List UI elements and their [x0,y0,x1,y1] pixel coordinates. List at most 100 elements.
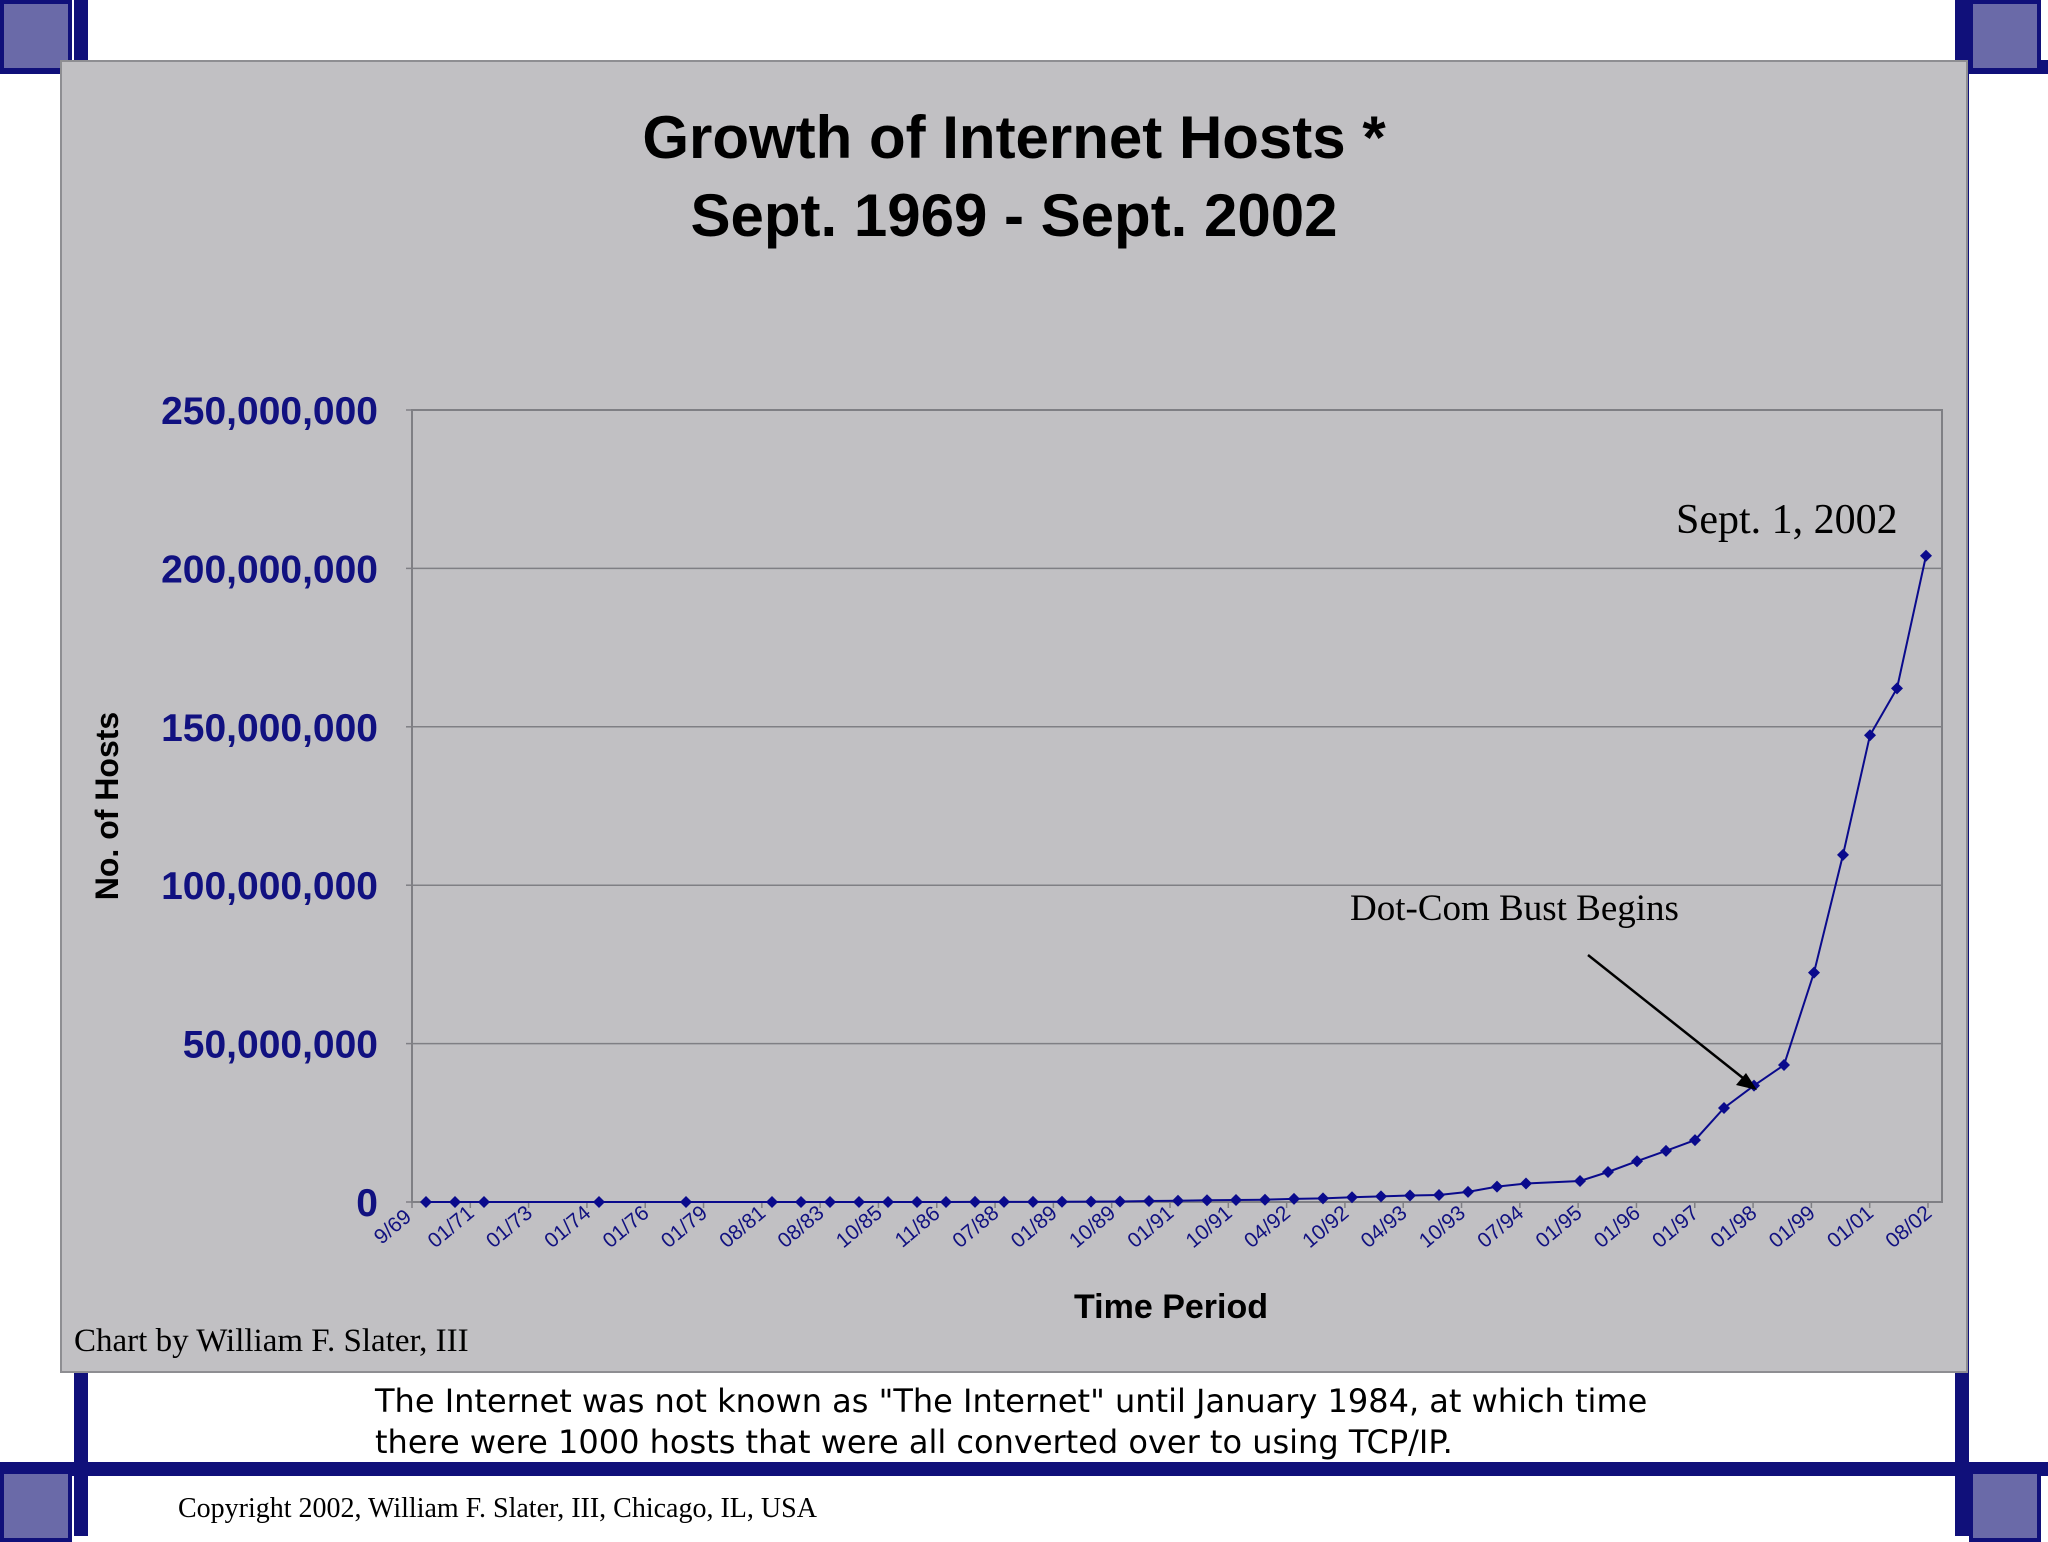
x-tick-label: 04/92 [1240,1201,1295,1252]
x-tick-label: 07/94 [1473,1201,1528,1253]
chart-svg: Growth of Internet Hosts * Sept. 1969 - … [89,104,1943,1326]
data-point [795,1195,807,1208]
chart-panel [60,60,1968,1373]
data-point [1433,1188,1445,1201]
data-point [1027,1195,1039,1208]
data-point [1660,1144,1672,1157]
data-point [449,1196,461,1208]
x-tick-label: 01/96 [1590,1201,1645,1252]
annotation-dot-com-bust: Dot-Com Bust Begins [1350,888,1679,929]
data-point [1631,1155,1643,1168]
data-point [1114,1195,1126,1208]
y-tick-label: 50,000,000 [183,1024,378,1067]
x-tick-label: 10/85 [832,1201,887,1252]
x-tick-label: 01/89 [1007,1201,1062,1252]
x-tick-label: 04/93 [1357,1201,1412,1252]
x-tick-label: 07/88 [948,1201,1003,1252]
x-tick-label: 11/86 [891,1202,945,1252]
footnote: The Internet was not known as "The Inter… [375,1381,1675,1463]
y-tick-label: 100,000,000 [161,865,378,908]
corner-square-bottom-right [1969,1470,2041,1542]
annotation-arrow-line [1587,954,1749,1083]
annotation-sept-2002: Sept. 1, 2002 [1676,497,1898,543]
x-tick-label: 01/01 [1823,1201,1878,1252]
x-tick-label: 10/91 [1182,1201,1237,1252]
data-point [478,1195,490,1208]
copyright: Copyright 2002, William F. Slater, III, … [178,1493,817,1524]
data-point [853,1195,865,1208]
data-point [1808,966,1820,979]
data-point [998,1195,1010,1208]
data-point [1288,1192,1300,1205]
x-tick-label: 01/91 [1123,1201,1178,1252]
x-tick-label: 01/74 [540,1201,595,1253]
data-point [882,1195,894,1208]
chart-subtitle: Sept. 1969 - Sept. 2002 [691,182,1338,249]
y-axis-label: No. of Hosts [89,712,125,900]
y-tick-label: 150,000,000 [161,707,378,750]
x-tick-label: 01/71 [424,1201,479,1252]
y-tick-label: 250,000,000 [161,390,378,433]
data-point [1718,1102,1730,1115]
data-point [1864,729,1876,742]
x-tick-labels: 9/69 01/71 01/73 01/74 01/76 01/79 08/81 08/83 1… [370,1201,1937,1253]
x-tick-label: 10/92 [1298,1201,1353,1252]
data-point [940,1195,952,1208]
data-point [1375,1190,1387,1203]
x-tick-label: 01/99 [1765,1201,1820,1252]
footnote-line-2: there were 1000 hosts that were all conv… [375,1423,1453,1461]
data-point [593,1195,605,1208]
data-point [420,1196,432,1208]
annotation-arrow-head [1736,1073,1757,1090]
x-tick-label: 10/93 [1415,1201,1470,1252]
data-point [1491,1180,1503,1193]
data-point [1462,1185,1474,1198]
data-point [1404,1189,1416,1202]
chart-title: Growth of Internet Hosts * [642,104,1386,171]
x-tick-label: 08/83 [773,1201,828,1252]
data-point [1230,1194,1242,1207]
x-tick-label: 08/02 [1881,1201,1936,1252]
x-tick-label: 10/89 [1065,1201,1120,1252]
data-point [1920,549,1932,562]
corner-square-bottom-left [0,1470,72,1542]
y-tick-label: 200,000,000 [161,548,378,591]
x-tick-label: 01/76 [599,1201,654,1252]
x-tick-label: 01/73 [482,1201,537,1252]
data-point [969,1195,981,1208]
data-point [1778,1059,1790,1072]
data-point [1520,1177,1532,1190]
frame-bottom-bar [0,1462,2048,1476]
data-point [1602,1165,1614,1178]
x-tick-label: 01/98 [1706,1201,1761,1252]
data-point [1259,1193,1271,1206]
data-point [824,1195,836,1208]
grid-layer [406,409,1942,1208]
data-point [766,1195,778,1208]
data-point [1201,1194,1213,1207]
data-point [1143,1195,1155,1208]
data-point [1085,1195,1097,1208]
x-tick-label: 01/95 [1531,1201,1586,1252]
chart-credit: Chart by William F. Slater, III [74,1323,469,1359]
series-layer [420,549,1932,1208]
data-point [1574,1174,1586,1187]
footnote-line-1: The Internet was not known as "The Inter… [375,1382,1648,1420]
corner-square-top-right [1969,0,2041,72]
data-point [911,1195,923,1208]
data-point [680,1195,692,1208]
y-tick-labels: 250,000,000 200,000,000 150,000,000 100,000… [161,390,378,1225]
data-point [1689,1134,1701,1147]
data-point [1346,1191,1358,1204]
data-point [1056,1195,1068,1208]
data-point [1172,1194,1184,1207]
x-tick-label: 01/79 [657,1201,712,1252]
data-point [1317,1192,1329,1205]
data-point [1891,682,1903,695]
y-tick-label: 0 [356,1182,378,1225]
x-tick-label: 08/81 [715,1201,770,1252]
x-tick-label: 01/97 [1648,1201,1703,1252]
x-axis-label: Time Period [1074,1288,1268,1326]
data-point [1837,848,1849,861]
series-line [426,555,1927,1203]
